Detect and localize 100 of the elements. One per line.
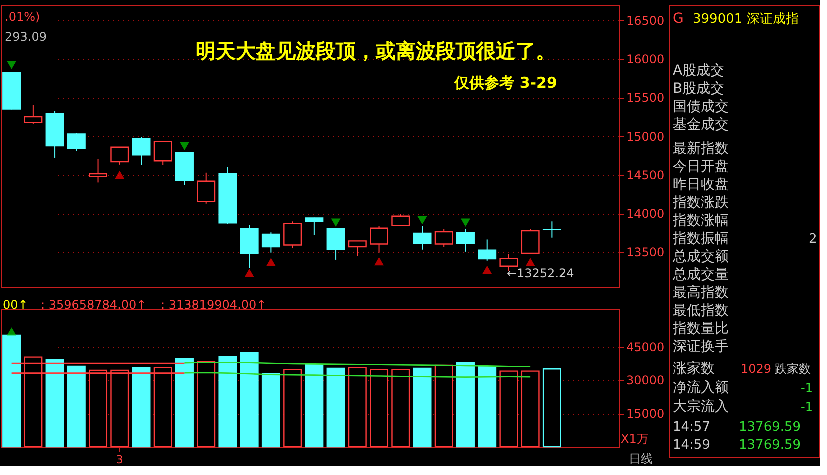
candlestick — [132, 136, 151, 166]
bar — [132, 366, 151, 448]
y-tick-label: 30000 — [626, 374, 665, 388]
bar — [284, 368, 302, 448]
annotation: 00↑ — [3, 298, 28, 312]
text: 明天大盘见波段顶，或离波段顶很近了。 — [196, 39, 556, 63]
annotation: 293.09 — [5, 30, 47, 44]
bar — [413, 368, 432, 448]
text: 今日开盘 — [673, 159, 729, 175]
bar — [305, 364, 324, 448]
annotation: ←13252.24 — [506, 266, 574, 280]
text: 涨家数 — [673, 361, 715, 377]
candlestick — [284, 221, 302, 250]
point — [266, 258, 276, 266]
annotation: : 313819904.00↑ — [161, 298, 267, 312]
y-tick-label: 15500 — [626, 91, 665, 106]
y-tick-label: 15000 — [626, 130, 665, 144]
text: 指数涨幅 — [672, 213, 729, 229]
text: 昨日收盘 — [673, 177, 729, 193]
text: 13769.59 — [739, 438, 802, 453]
candlestick — [348, 240, 367, 257]
candlestick — [262, 232, 280, 254]
text: X1万 — [621, 432, 649, 446]
bar — [370, 368, 389, 448]
candlestick — [89, 158, 108, 184]
point — [244, 268, 254, 278]
bar — [392, 368, 410, 448]
bar — [175, 358, 194, 448]
y-tick-label: 16500 — [626, 14, 665, 28]
text: 最高指数 — [673, 285, 729, 301]
point — [331, 218, 341, 227]
candlestick — [24, 104, 43, 124]
candlestick — [110, 146, 130, 166]
y-tick-label: 13500 — [626, 246, 665, 260]
bar — [500, 370, 518, 448]
text: 国债成交 — [673, 99, 729, 115]
annotation: .01%) — [5, 10, 40, 24]
bar — [348, 366, 367, 448]
text: 指数量比 — [672, 321, 729, 337]
candlestick — [456, 228, 475, 252]
y-tick-label: 16000 — [626, 52, 665, 67]
text: 14:59 — [673, 438, 710, 453]
text: G — [673, 11, 684, 27]
text: 仅供参考 3-29 — [454, 74, 558, 92]
text: -1 — [801, 400, 813, 414]
bar — [434, 364, 454, 448]
text: 最低指数 — [673, 303, 729, 319]
bar — [456, 362, 475, 448]
point — [7, 61, 17, 70]
text: 基金成交 — [673, 117, 729, 133]
point — [374, 257, 384, 266]
bar — [240, 352, 259, 448]
candlestick — [305, 217, 324, 236]
text: 总成交额 — [672, 249, 729, 265]
point — [418, 216, 428, 225]
text: 1029 — [741, 362, 772, 376]
text: B股成交 — [673, 81, 725, 97]
candlestick — [434, 228, 454, 248]
x-tick-label: 3 — [116, 454, 124, 466]
candlestick — [542, 221, 562, 238]
text: 日线 — [629, 452, 653, 466]
bar — [218, 356, 238, 448]
text: -1 — [801, 381, 813, 395]
text: 最新指数 — [673, 141, 729, 157]
text: 大宗流入 — [673, 399, 729, 415]
text: 14:57 — [673, 420, 710, 435]
candlestick — [67, 132, 86, 152]
candlestick — [413, 226, 432, 250]
candlestick — [154, 141, 172, 166]
bar — [478, 366, 497, 448]
bar — [542, 368, 562, 448]
text: 跌家数 — [775, 362, 811, 376]
candlestick — [392, 214, 410, 227]
point — [180, 142, 190, 150]
y-tick-label: 14500 — [626, 168, 665, 182]
text: 13769.59 — [739, 420, 802, 435]
bar — [521, 370, 540, 448]
bar — [67, 366, 86, 448]
text: 净流入额 — [673, 380, 729, 396]
text: 指数涨跌 — [672, 195, 729, 211]
y-tick-label: 15000 — [626, 407, 665, 422]
bar — [2, 334, 22, 448]
candlestick — [370, 226, 389, 254]
text: A股成交 — [673, 63, 725, 79]
point — [482, 266, 492, 274]
candlestick — [521, 228, 540, 254]
candlestick — [197, 172, 216, 204]
text: 399001 深证成指 — [693, 12, 799, 27]
candlestick — [326, 228, 346, 260]
point — [526, 258, 536, 266]
y-tick-label: 14000 — [626, 207, 665, 222]
annotation: : 359658784.00↑ — [41, 298, 147, 312]
y-tick-label: 45000 — [626, 340, 665, 354]
candlestick — [478, 239, 497, 262]
text: 2 — [809, 232, 818, 247]
bar — [46, 359, 64, 448]
bar — [326, 368, 346, 448]
point — [115, 170, 125, 180]
text: 总成交量 — [672, 267, 729, 283]
point — [460, 218, 470, 227]
